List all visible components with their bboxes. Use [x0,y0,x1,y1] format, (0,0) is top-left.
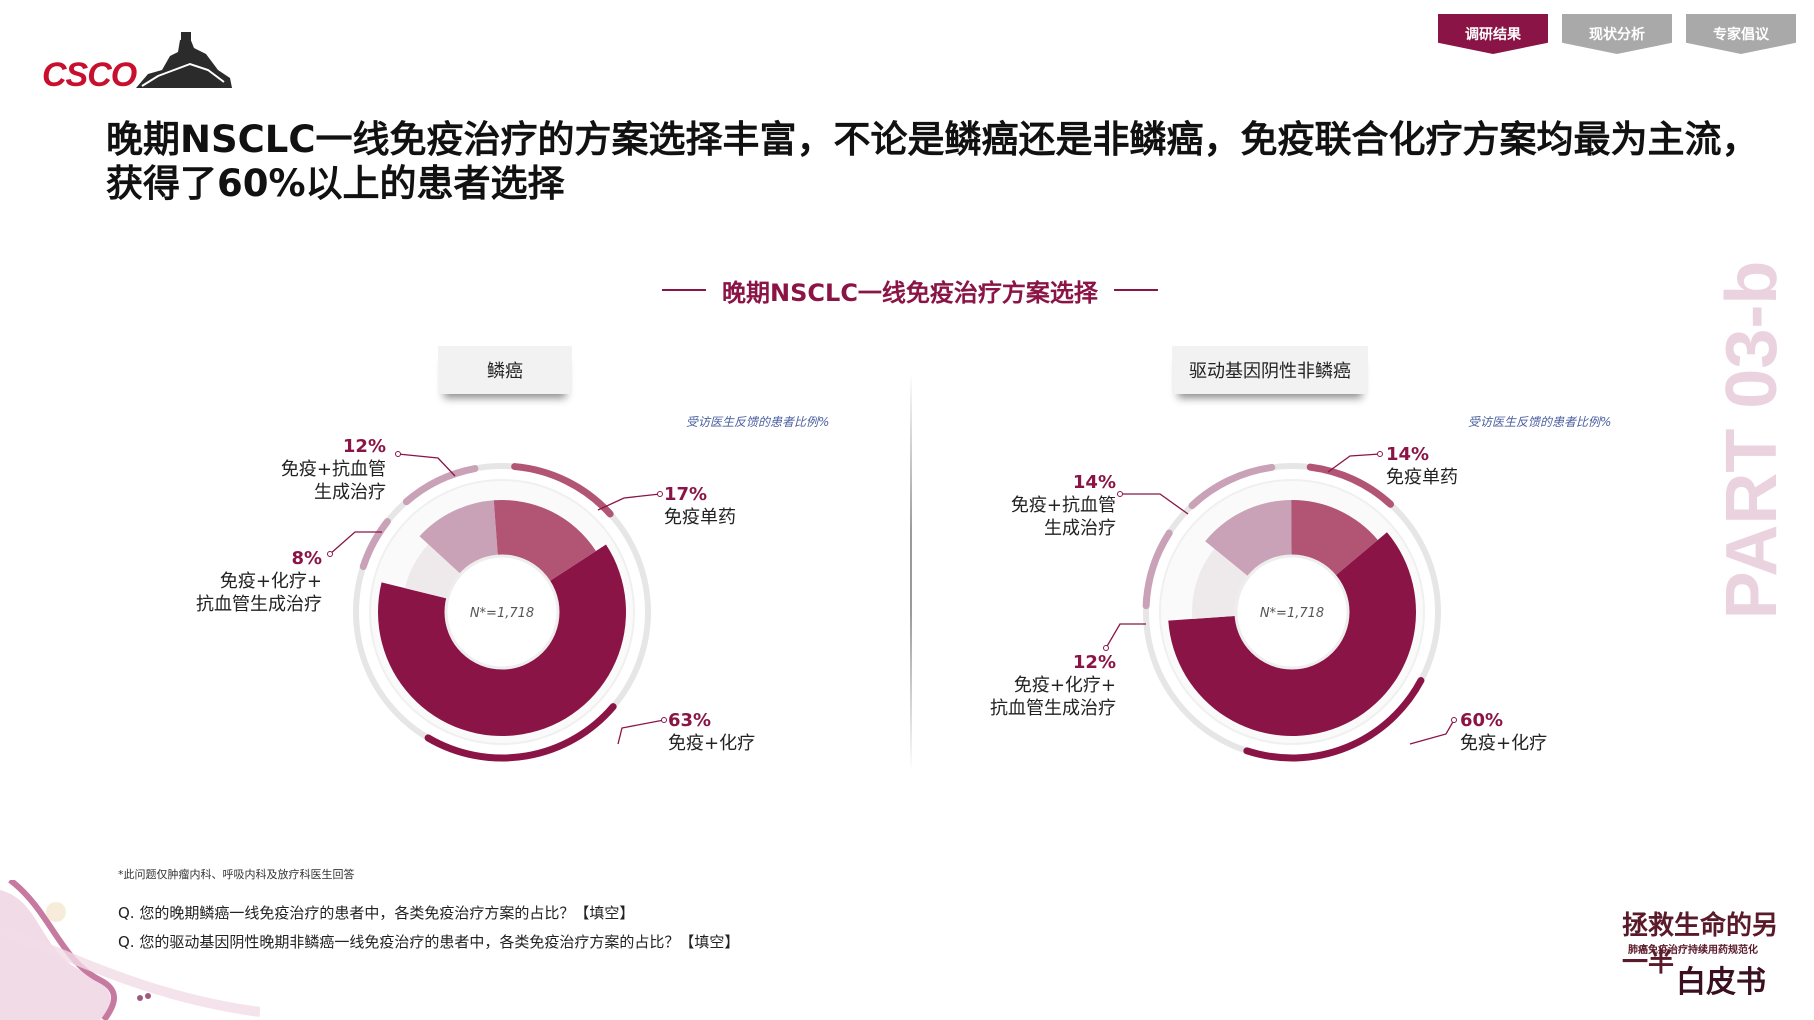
slice-percent-1: 63% [668,710,711,731]
slice-percent-2: 17% [664,484,707,505]
chart-section-header: 晚期NSCLC一线免疫治疗方案选择 [640,270,1180,310]
slice-percent-1: 60% [1460,710,1503,731]
slice-label-3: 免疫+抗血管 [1011,495,1116,516]
logo-text: CSCO [42,56,137,94]
leader-dot-4 [1103,645,1109,651]
section-tabs: 调研结果 现状分析 专家倡议 [1438,14,1796,54]
brand-line-2: 肺癌免疫治疗持续用药规范化 [1628,945,1758,956]
slice-3 [419,500,498,575]
slice-4 [1192,548,1249,619]
question-2: Q. 您的驱动基因阴性晚期非鳞癌一线免疫治疗的患者中，各类免疫治疗方案的占比？【… [118,933,740,951]
leader-line-2 [597,493,661,511]
leader-dot-2 [657,491,663,497]
slice-percent-4: 8% [291,548,322,569]
slice-1 [378,544,626,736]
chart-title-nonsquamous: 驱动基因阴性非鳞癌 [1172,346,1368,394]
leader-dot-1 [1451,717,1457,723]
chart-note-right: 受访医生反馈的患者比例% [1468,415,1612,429]
chart-section-title: 晚期NSCLC一线免疫治疗方案选择 [722,278,1098,307]
leader-line-3 [1120,493,1189,515]
leader-dot-4 [327,551,333,557]
leader-dot-1 [661,717,667,723]
chart-divider [910,372,912,772]
great-wall-icon [136,32,232,88]
center-hole [1236,556,1348,668]
leader-line-3 [397,453,456,477]
donut-chart-2: N*=1,71860%免疫+化疗14%免疫单药14%免疫+抗血管生成治疗12%免… [990,444,1547,762]
ring-accent-2 [511,463,614,518]
sample-size-label: N*=1,718 [1260,606,1324,621]
leader-line-2 [1327,453,1381,473]
ring-accent-4 [1142,529,1173,610]
slice-label-3: 生成治疗 [1044,518,1116,539]
page-title: 晚期NSCLC一线免疫治疗的方案选择丰富，不论是鳞癌还是非鳞癌，免疫联合化疗方案… [106,118,1759,205]
slice-label-2: 免疫单药 [1386,467,1458,488]
slice-label-3: 免疫+抗血管 [281,459,386,480]
donut-chart-1: N*=1,718 63%免疫+化疗 17%免疫单药 12%免疫+抗血管生成治疗 8%免疫… [196,436,755,762]
slice-label-4: 免疫+化疗+ [220,571,322,592]
slice-1 [1168,532,1416,736]
leader-line-4 [329,531,382,555]
ring-accent-1 [1243,677,1425,762]
leader-line-4 [1105,623,1146,649]
ring-accent-3 [402,465,479,506]
question-1: Q. 您的晚期鳞癌一线免疫治疗的患者中，各类免疫治疗方案的占比？【填空】 [118,904,635,922]
ring-accent-1 [424,703,617,762]
slice-label-2: 免疫单药 [664,507,736,528]
slice-4 [404,544,461,599]
slice-3 [1205,500,1292,577]
slice-2 [493,500,596,582]
slice-label-3: 生成治疗 [314,482,386,503]
ring-accent-3 [1188,463,1276,510]
subtitle-rule-right [1113,289,1158,291]
slice-percent-3: 14% [1073,472,1116,493]
whitepaper-brand: 拯救生命的另一半 肺癌免疫治疗持续用药规范化 白皮书 [1616,905,1786,1005]
slice-label-1: 免疫+化疗 [668,733,755,754]
slice-percent-3: 12% [343,436,386,457]
center-hole [446,556,558,668]
csco-logo: CSCO [42,30,232,96]
chart-title-squamous: 鳞癌 [438,346,572,394]
slice-label-4: 抗血管生成治疗 [196,594,322,615]
leader-line-1 [1409,719,1455,745]
leader-line-1 [617,719,665,745]
part-label-text: PART 03-b [1712,260,1792,620]
slice-percent-4: 12% [1073,652,1116,673]
slice-label-4: 抗血管生成治疗 [990,698,1116,719]
ring-accent-4 [359,518,391,571]
leader-dot-3 [395,451,401,457]
center-hole-rim [444,554,560,670]
slice-2 [1291,499,1378,577]
slice-label-1: 免疫+化疗 [1460,733,1547,754]
sample-size-label: N*=1,718 [470,606,534,621]
ring-accent-2 [1306,463,1395,508]
brand-line-1: 拯救生命的另一半 [1622,911,1779,978]
chart-note-left: 受访医生反馈的患者比例% [686,415,830,429]
corner-decoration [0,880,260,1020]
slice-percent-2: 14% [1386,444,1429,465]
center-hole-rim [1234,554,1350,670]
leader-dot-2 [1377,451,1383,457]
footnote: *此问题仅肿瘤内科、呼吸内科及放疗科医生回答 [118,868,355,881]
leader-dot-3 [1117,491,1123,497]
brand-line-3: 白皮书 [1676,965,1766,1000]
slice-label-4: 免疫+化疗+ [1014,675,1116,696]
subtitle-rule-left [662,289,707,291]
